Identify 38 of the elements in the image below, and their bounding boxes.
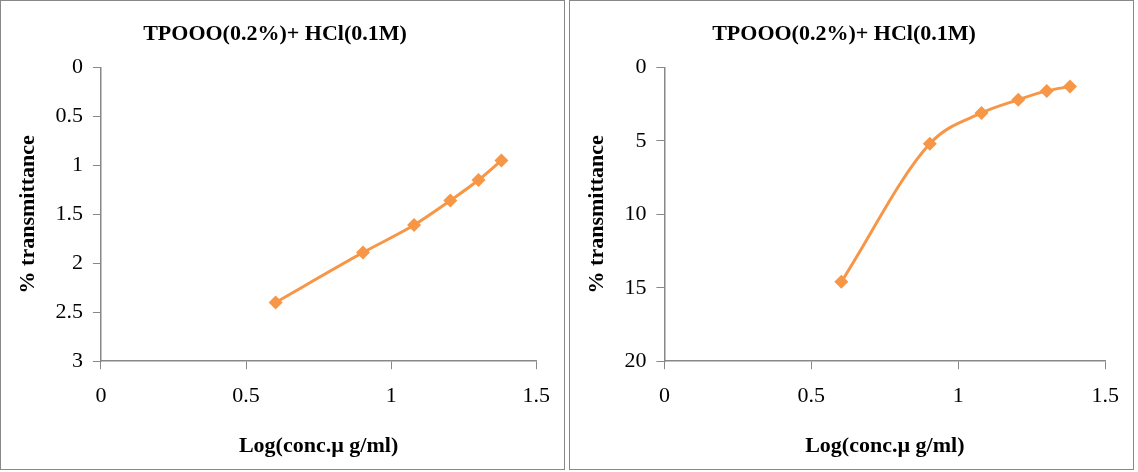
point <box>922 136 937 151</box>
point <box>471 173 486 188</box>
point <box>494 153 509 168</box>
x-axis-title: Log(conc.µ g/ml) <box>805 432 965 458</box>
point <box>1011 92 1026 107</box>
y-tick-label: 3 <box>71 346 83 372</box>
y-axis-title: % transmittance <box>13 134 39 294</box>
x-tick-label: 1 <box>385 382 397 408</box>
y-tick-label: 5 <box>635 126 647 152</box>
y-tick-label: 2 <box>71 249 83 275</box>
point <box>407 218 422 233</box>
y-tick-label: 20 <box>624 346 647 372</box>
y-tick-label: 2.5 <box>55 298 83 324</box>
x-tick-label: 0.5 <box>797 382 826 408</box>
y-tick-label: 15 <box>624 273 647 299</box>
x-tick-label: 0 <box>658 382 670 408</box>
y-tick-label: 0 <box>71 53 83 79</box>
y-tick-label: 1.5 <box>55 200 83 226</box>
chart-title: TPOOO(0.2%)+ HCl(0.1M) <box>143 19 407 45</box>
x-tick-label: 0 <box>95 382 107 408</box>
y-tick-label: 0 <box>635 53 647 79</box>
point <box>355 245 370 260</box>
point <box>974 105 989 120</box>
point <box>1062 79 1077 94</box>
y-tick-label: 10 <box>624 200 647 226</box>
point <box>443 193 458 208</box>
y-tick-label: 0.5 <box>55 102 83 128</box>
point <box>1039 83 1054 98</box>
y-tick-label: 1 <box>71 151 83 177</box>
x-tick-label: 0.5 <box>232 382 260 408</box>
point <box>834 274 849 289</box>
x-tick-label: 1 <box>952 382 964 408</box>
point <box>268 295 283 310</box>
x-tick-label: 1.5 <box>1091 382 1119 408</box>
x-tick-label: 1.5 <box>522 382 550 408</box>
chart-title: TPOOO(0.2%)+ HCl(0.1M) <box>712 19 976 45</box>
x-axis-title: Log(conc.µ g/ml) <box>238 432 399 458</box>
y-axis-title: % transmittance <box>582 134 608 294</box>
